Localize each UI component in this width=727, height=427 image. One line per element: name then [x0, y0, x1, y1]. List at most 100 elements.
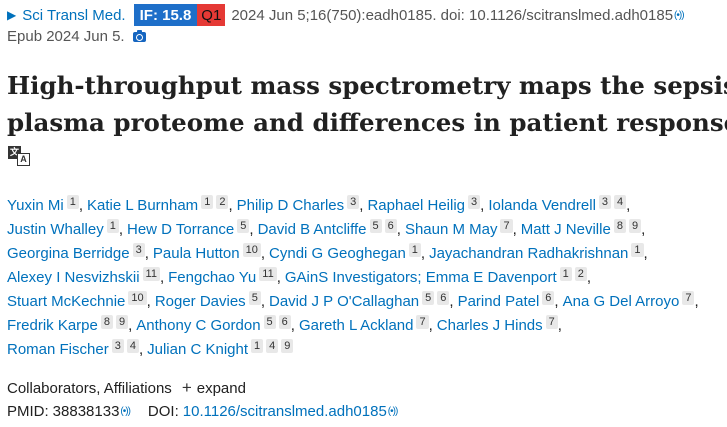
author-link[interactable]: Shaun M May	[404, 221, 498, 238]
affiliation-badge[interactable]: 3	[347, 195, 360, 209]
author-link[interactable]: Julian C Knight	[147, 341, 249, 358]
pmid-label: PMID:	[7, 403, 49, 420]
author-link[interactable]: Iolanda Vendrell	[488, 197, 596, 214]
author-separator: ,	[138, 341, 144, 358]
author-separator: ,	[694, 293, 699, 310]
affiliation-badge[interactable]: 1	[66, 195, 79, 209]
epub-date: Epub 2024 Jun 5.	[7, 28, 125, 45]
affiliation-badge[interactable]: 5	[237, 219, 250, 233]
doi-broadcast-icon[interactable]: (•))	[387, 406, 398, 417]
affiliation-badge[interactable]: 4	[614, 195, 627, 209]
affiliation-badge[interactable]: 3	[111, 339, 124, 353]
author-separator: ,	[78, 197, 83, 214]
affiliation-badge[interactable]: 1	[631, 243, 644, 257]
author-separator: ,	[641, 221, 646, 238]
author-link[interactable]: Parind Patel	[457, 293, 540, 310]
author-link[interactable]: Roman Fischer	[7, 341, 109, 358]
author-separator: ,	[512, 221, 517, 238]
author-link[interactable]: Raphael Heilig	[367, 197, 466, 214]
author-separator: ,	[249, 221, 254, 238]
author-line: Georgina Berridge 3, Paula Hutton 10, Cyndi …	[7, 242, 722, 266]
affiliation-badge[interactable]: 5	[369, 219, 382, 233]
expand-button[interactable]: expand	[196, 379, 246, 397]
author-separator: ,	[557, 317, 562, 334]
author-link[interactable]: Gareth L Ackland	[298, 317, 414, 334]
author-line: Justin Whalley 1, Hew D Torrance 5, David B …	[7, 218, 722, 242]
author-link[interactable]: GAinS Investigators; Emma E Davenport	[284, 269, 557, 286]
doi-link[interactable]: 10.1126/scitranslmed.adh0185	[182, 403, 387, 420]
affiliation-badge[interactable]: 6	[437, 291, 450, 305]
affiliation-badge[interactable]: 7	[500, 219, 513, 233]
affiliation-badge[interactable]: 2	[574, 267, 587, 281]
author-link[interactable]: Ana G Del Arroyo	[562, 293, 680, 310]
camera-icon[interactable]	[132, 29, 146, 42]
affiliation-badge[interactable]: 1	[559, 267, 572, 281]
author-link[interactable]: Stuart McKechnie	[7, 293, 126, 310]
title-line-1: High-throughput mass spectrometry maps t…	[7, 71, 727, 100]
affiliation-badge[interactable]: 10	[242, 243, 261, 257]
affiliation-badge[interactable]: 3	[468, 195, 481, 209]
author-link[interactable]: Paula Hutton	[152, 245, 240, 262]
affiliation-badge[interactable]: 6	[278, 315, 291, 329]
author-link[interactable]: Yuxin Mi	[7, 197, 64, 214]
translate-icon[interactable]: 文 A	[8, 146, 30, 166]
author-link[interactable]: Fredrik Karpe	[7, 317, 98, 334]
author-link[interactable]: Hew D Torrance	[127, 221, 235, 238]
author-separator: ,	[586, 269, 592, 286]
affiliation-badge[interactable]: 3	[598, 195, 612, 209]
author-link[interactable]: Roger Davies	[154, 293, 246, 310]
author-link[interactable]: Georgina Berridge	[7, 245, 130, 262]
affiliation-badge[interactable]: 3	[132, 243, 145, 257]
affiliation-badge[interactable]: 2	[216, 195, 229, 209]
affiliation-badge[interactable]: 5	[422, 291, 435, 305]
affiliation-badge[interactable]: 8	[613, 219, 626, 233]
author-separator: ,	[260, 245, 266, 262]
affiliation-badge[interactable]: 6	[384, 219, 397, 233]
pmid-broadcast-icon[interactable]: (•))	[120, 406, 130, 417]
author-link[interactable]: Justin Whalley	[7, 221, 104, 238]
affiliation-badge[interactable]: 7	[682, 291, 695, 305]
author-separator: ,	[359, 197, 364, 214]
broadcast-icon[interactable]: (•))	[674, 9, 684, 21]
affiliation-badge[interactable]: 11	[259, 267, 277, 281]
author-separator: ,	[128, 317, 133, 334]
author-link[interactable]: Jayachandran Radhakrishnan	[429, 245, 629, 262]
author-link[interactable]: David J P O'Callaghan	[268, 293, 420, 310]
author-link[interactable]: Cyndi G Geoghegan	[269, 245, 406, 262]
affiliation-badge[interactable]: 1	[106, 219, 119, 233]
journal-link[interactable]: ▶ Sci Transl Med.	[7, 7, 126, 24]
author-link[interactable]: Alexey I Nesvizhskii	[7, 269, 140, 286]
author-link[interactable]: Fengchao Yu	[168, 269, 257, 286]
author-link[interactable]: Philip D Charles	[236, 197, 345, 214]
author-list: Yuxin Mi 1, Katie L Burnham 1 2, Philip D Cha…	[7, 194, 722, 362]
affiliation-badge[interactable]: 9	[628, 219, 642, 233]
affiliation-badge[interactable]: 4	[126, 339, 139, 353]
affiliation-badge[interactable]: 10	[128, 291, 147, 305]
affiliation-badge[interactable]: 9	[116, 315, 129, 329]
author-link[interactable]: Katie L Burnham	[87, 197, 199, 214]
author-link[interactable]: Matt J Neville	[520, 221, 611, 238]
affiliation-badge[interactable]: 9	[281, 339, 294, 353]
affiliation-badge[interactable]: 6	[542, 291, 555, 305]
author-link[interactable]: David B Antcliffe	[257, 221, 367, 238]
author-separator: ,	[449, 293, 454, 310]
expand-triangle-icon[interactable]: ▶	[7, 8, 17, 22]
affiliation-badge[interactable]: 1	[251, 339, 264, 353]
affiliation-badge[interactable]: 5	[248, 291, 261, 305]
affiliation-badge[interactable]: 4	[266, 339, 279, 353]
journal-name[interactable]: Sci Transl Med.	[22, 6, 126, 24]
quartile-badge: Q1	[197, 4, 226, 26]
author-link[interactable]: Charles J Hinds	[436, 317, 543, 334]
affiliation-badge[interactable]: 7	[416, 315, 429, 329]
affiliation-badge[interactable]: 11	[142, 267, 160, 281]
affiliation-badge[interactable]: 1	[408, 243, 421, 257]
affiliation-badge[interactable]: 8	[100, 315, 113, 329]
affiliation-badge[interactable]: 7	[545, 315, 558, 329]
author-separator: ,	[260, 293, 265, 310]
affiliation-badge[interactable]: 1	[201, 195, 214, 209]
author-link[interactable]: Anthony C Gordon	[136, 317, 261, 334]
affiliation-badge[interactable]: 5	[263, 315, 276, 329]
author-separator: ,	[290, 317, 295, 334]
plus-icon[interactable]: +	[181, 378, 192, 397]
identifiers-line: PMID: 38838133 (•)) DOI: 10.1126/scitran…	[7, 403, 398, 420]
